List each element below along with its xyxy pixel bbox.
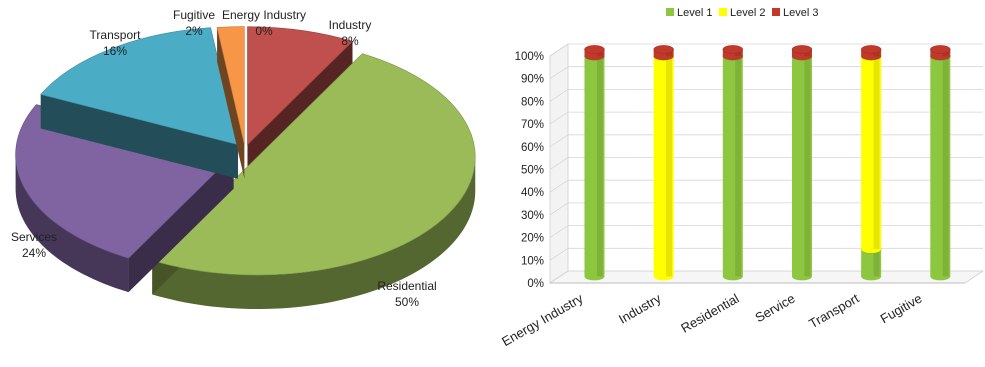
legend-swatch-level-2	[719, 8, 727, 16]
bar-cap-transport-level-3	[860, 45, 882, 54]
pie-label-energy-industry: Energy Industry	[222, 8, 306, 22]
x-label-transport: Transport	[806, 290, 862, 331]
pie-cut-services-0	[128, 154, 234, 293]
bar-energy-industry	[584, 45, 605, 281]
pie-value-energy-industry: 0%	[255, 24, 273, 38]
legend-label-level-2: Level 2	[730, 7, 765, 19]
bar-shade-service-level-1	[804, 56, 811, 277]
y-tick-2: 20%	[521, 233, 544, 245]
bar-cap-residential-level-3	[722, 45, 744, 54]
gridline-9	[549, 66, 983, 80]
bar-shade-industry-level-2	[666, 56, 673, 277]
y-tick-5: 50%	[521, 165, 544, 177]
pie-value-industry: 8%	[341, 34, 359, 48]
bar-fugitive	[930, 45, 951, 281]
gridline-8	[549, 89, 983, 102]
legend-label-level-3: Level 3	[783, 7, 818, 19]
y-tick-6: 60%	[521, 142, 544, 154]
pie-slice-transport	[40, 27, 239, 179]
gridline-7	[549, 111, 983, 125]
x-label-industry: Industry	[616, 290, 664, 326]
gridline-1	[549, 247, 983, 261]
bar-shade-fugitive-level-1	[942, 56, 949, 277]
bar-shade-residential-level-1	[735, 56, 742, 277]
legend: Level 1 Level 2 Level 3	[666, 7, 818, 19]
gridlines	[548, 43, 985, 284]
pie-value-services: 24%	[22, 246, 46, 260]
pie-label-industry: Industry	[329, 18, 372, 32]
bar-cap-energy-industry-level-3	[584, 45, 605, 54]
x-label-residential: Residential	[678, 291, 741, 336]
gridline-5	[549, 157, 983, 170]
bar-cap-fugitive-level-3	[930, 45, 951, 54]
y-tick-1: 10%	[521, 255, 544, 267]
pie-chart: Energy Industry 0% Industry 8% Residenti…	[11, 8, 476, 310]
pie-label-fugitive: Fugitive	[173, 8, 215, 22]
x-axis-labels: Energy Industry Industry Residential Ser…	[499, 290, 924, 349]
y-tick-8: 80%	[521, 96, 544, 108]
bar-shade-energy-industry-level-1	[596, 56, 603, 277]
bars	[584, 45, 951, 281]
pie-top-transport	[40, 27, 239, 146]
bar-cap-industry-level-3	[653, 45, 674, 54]
pie-label-services: Services	[11, 230, 57, 244]
y-tick-10: 100%	[515, 51, 544, 63]
y-tick-7: 70%	[521, 119, 544, 131]
bar-cap-service-level-3	[791, 45, 813, 54]
pie-slice-residential	[151, 53, 476, 310]
bar-residential	[722, 45, 744, 281]
floor	[548, 270, 985, 284]
legend-swatch-level-3	[772, 8, 780, 16]
pie-value-residential: 50%	[395, 295, 419, 309]
pie-cut-transport-0	[40, 94, 238, 179]
gridline-3	[549, 202, 983, 216]
pie-label-transport: Transport	[90, 28, 142, 42]
pie-slices	[15, 26, 476, 310]
legend-label-level-1: Level 1	[677, 7, 712, 19]
pie-side-services	[15, 154, 129, 293]
bar-industry	[653, 45, 674, 281]
pie-top-residential	[151, 53, 476, 276]
y-tick-0: 0%	[527, 278, 544, 290]
gridline-2	[549, 225, 983, 238]
bar-shade-transport-level-1	[873, 249, 880, 277]
x-label-fugitive: Fugitive	[878, 291, 925, 327]
pie-top-fugitive	[216, 26, 245, 145]
y-tick-3: 30%	[521, 210, 544, 222]
bar-service	[791, 45, 813, 281]
x-label-service: Service	[752, 291, 797, 326]
y-tick-9: 90%	[521, 74, 544, 86]
gridline-10	[549, 43, 983, 57]
pie-top-industry	[247, 26, 354, 146]
bar-shade-transport-level-2	[873, 56, 880, 250]
legend-swatch-level-1	[666, 8, 674, 16]
y-tick-4: 40%	[521, 187, 544, 199]
x-label-energy-industry: Energy Industry	[499, 290, 586, 349]
gridline-6	[549, 134, 983, 148]
gridline-0	[549, 270, 983, 284]
pie-slice-fugitive	[216, 26, 245, 179]
bar-transport	[860, 45, 882, 281]
y-axis-ticks: 0% 10% 20% 30% 40% 50% 60% 70% 80% 90% 100%	[515, 51, 544, 290]
pie-labels: Energy Industry 0% Industry 8% Residenti…	[11, 8, 437, 309]
gridline-4	[549, 179, 983, 193]
pie-label-residential: Residential	[377, 279, 436, 293]
pie-value-fugitive: 2%	[185, 24, 203, 38]
bar-chart: Level 1 Level 2 Level 3 0% 10% 20% 30% 40% 50…	[499, 7, 985, 349]
pie-side-residential	[152, 157, 476, 310]
pie-value-transport: 16%	[103, 44, 127, 58]
pie-cut-fugitive-0	[217, 27, 245, 179]
